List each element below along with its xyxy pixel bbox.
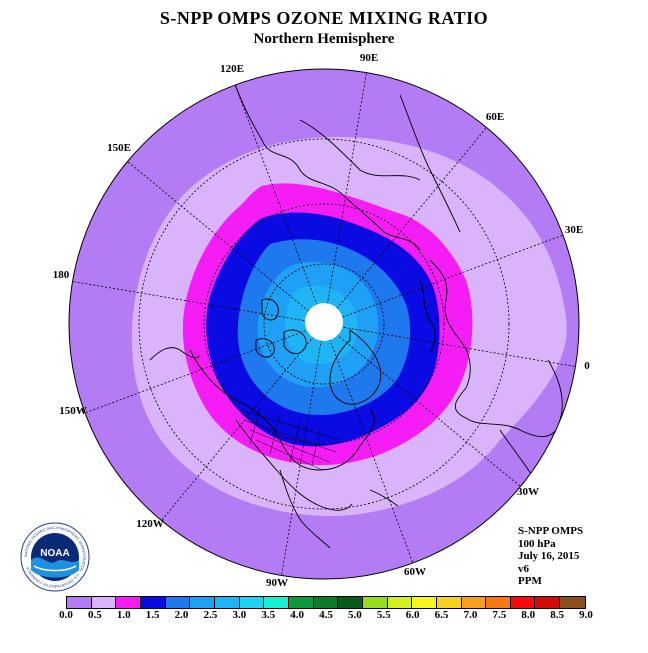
colorbar-swatch — [165, 597, 191, 608]
meridian-line — [323, 323, 576, 367]
info-units: PPM — [518, 575, 542, 588]
colorbar-tick-label: 6.5 — [434, 609, 449, 621]
colorbar-swatch — [387, 597, 413, 608]
colorbar-swatch — [338, 597, 363, 608]
colorbar-tick-label: 5.0 — [348, 609, 362, 621]
colorbar-swatch — [190, 597, 215, 608]
meridian-line — [84, 323, 325, 414]
lon-label-150e: 150E — [107, 142, 131, 154]
meridian-line — [127, 161, 325, 325]
colorbar-swatch — [510, 597, 536, 608]
noaa-logo-icon: NOAA NATIONAL OCEANIC AND ATMOSPHERIC AD… — [20, 522, 90, 592]
meridian-line — [161, 323, 325, 521]
colorbar-tick-label: 2.0 — [174, 609, 189, 621]
lon-label-150w: 150W — [59, 405, 87, 417]
svg-text:NOAA: NOAA — [40, 548, 69, 559]
colorbar-swatch — [486, 597, 511, 608]
latitude-circle — [138, 138, 510, 510]
meridian-line — [281, 323, 325, 576]
meridian-line — [234, 84, 325, 325]
colorbar-tick-label: 9.0 — [579, 609, 593, 621]
colorbar-tick-label: 6.0 — [405, 609, 420, 621]
graticule — [72, 72, 576, 576]
lon-label-90w: 90W — [266, 577, 288, 589]
meridian-line — [323, 127, 487, 325]
colorbar — [66, 596, 586, 609]
colorbar-tick-label: 4.0 — [290, 609, 304, 621]
colorbar-swatch — [560, 597, 585, 608]
colorbar-tick-label: 8.5 — [550, 609, 564, 621]
colorbar-swatch — [535, 597, 561, 608]
colorbar-swatch — [436, 597, 462, 608]
lon-label-60w: 60W — [404, 566, 426, 578]
noaa-logo: NOAA NATIONAL OCEANIC AND ATMOSPHERIC AD… — [20, 522, 90, 592]
colorbar-ticks: 0.0 0.5 1.0 1.5 2.0 2.5 3.0 3.5 4.0 4.5 5.0 5.5 6.0 6… — [59, 609, 593, 623]
colorbar-tick-label: 3.5 — [261, 609, 276, 621]
lon-label-180: 180 — [52, 269, 70, 281]
map-title: S-NPP OMPS OZONE MIXING RATIO — [159, 8, 489, 28]
meridian-line — [72, 281, 325, 325]
latitude-circle — [263, 263, 385, 385]
colorbar-tick-label: 3.0 — [232, 609, 247, 621]
colorbar-tick-label: 4.5 — [319, 609, 333, 621]
lon-label-120w: 120W — [136, 518, 164, 530]
colorbar-tick-label: 7.0 — [463, 609, 478, 621]
meridian-line — [323, 323, 414, 564]
colorbar-tick-label: 7.5 — [492, 609, 507, 621]
lon-label-90e: 90E — [359, 52, 379, 64]
colorbar-swatch — [214, 597, 240, 608]
lon-label-30w: 30W — [517, 486, 539, 498]
info-date: July 16, 2015 — [518, 550, 580, 563]
lon-label-0: 0 — [584, 360, 590, 372]
meridian-line — [323, 323, 521, 487]
colorbar-swatch — [67, 597, 92, 608]
lon-label-120e: 120E — [220, 63, 244, 75]
colorbar-swatch — [362, 597, 388, 608]
colorbar-swatch — [412, 597, 437, 608]
pole-hole — [305, 303, 343, 341]
colorbar-tick-label: 1.5 — [145, 609, 160, 621]
colorbar-swatch — [239, 597, 265, 608]
colorbar-swatch — [116, 597, 141, 608]
map-border — [68, 68, 580, 580]
lon-label-30e: 30E — [564, 224, 584, 236]
info-block: S-NPP OMPS 100 hPa July 16, 2015 v6 PPM — [518, 525, 583, 588]
colorbar-tick-label: 1.0 — [116, 609, 131, 621]
colorbar-swatch — [91, 597, 117, 608]
latitude-circle — [203, 203, 445, 445]
colorbar-tick-label: 0.0 — [59, 609, 73, 621]
meridian-line — [323, 234, 564, 325]
colorbar-tick-label: 5.5 — [376, 609, 391, 621]
colorbar-swatch — [264, 597, 289, 608]
meridian-line — [323, 72, 367, 325]
info-level: 100 hPa — [518, 537, 556, 550]
coastlines — [149, 69, 563, 549]
colorbar-tick-label: 2.5 — [203, 609, 218, 621]
lon-label-60e: 60E — [485, 111, 505, 123]
colorbar-swatch — [461, 597, 487, 608]
colorbar-swatch — [313, 597, 339, 608]
map-subtitle: Northern Hemisphere — [253, 31, 395, 47]
info-instrument: S-NPP OMPS — [518, 525, 584, 537]
info-version: v6 — [518, 562, 529, 575]
colorbar-tick-label: 8.0 — [521, 609, 536, 621]
colorbar-swatch — [288, 597, 314, 608]
colorbar-tick-label: 0.5 — [88, 609, 102, 621]
colorbar-swatch — [140, 597, 166, 608]
